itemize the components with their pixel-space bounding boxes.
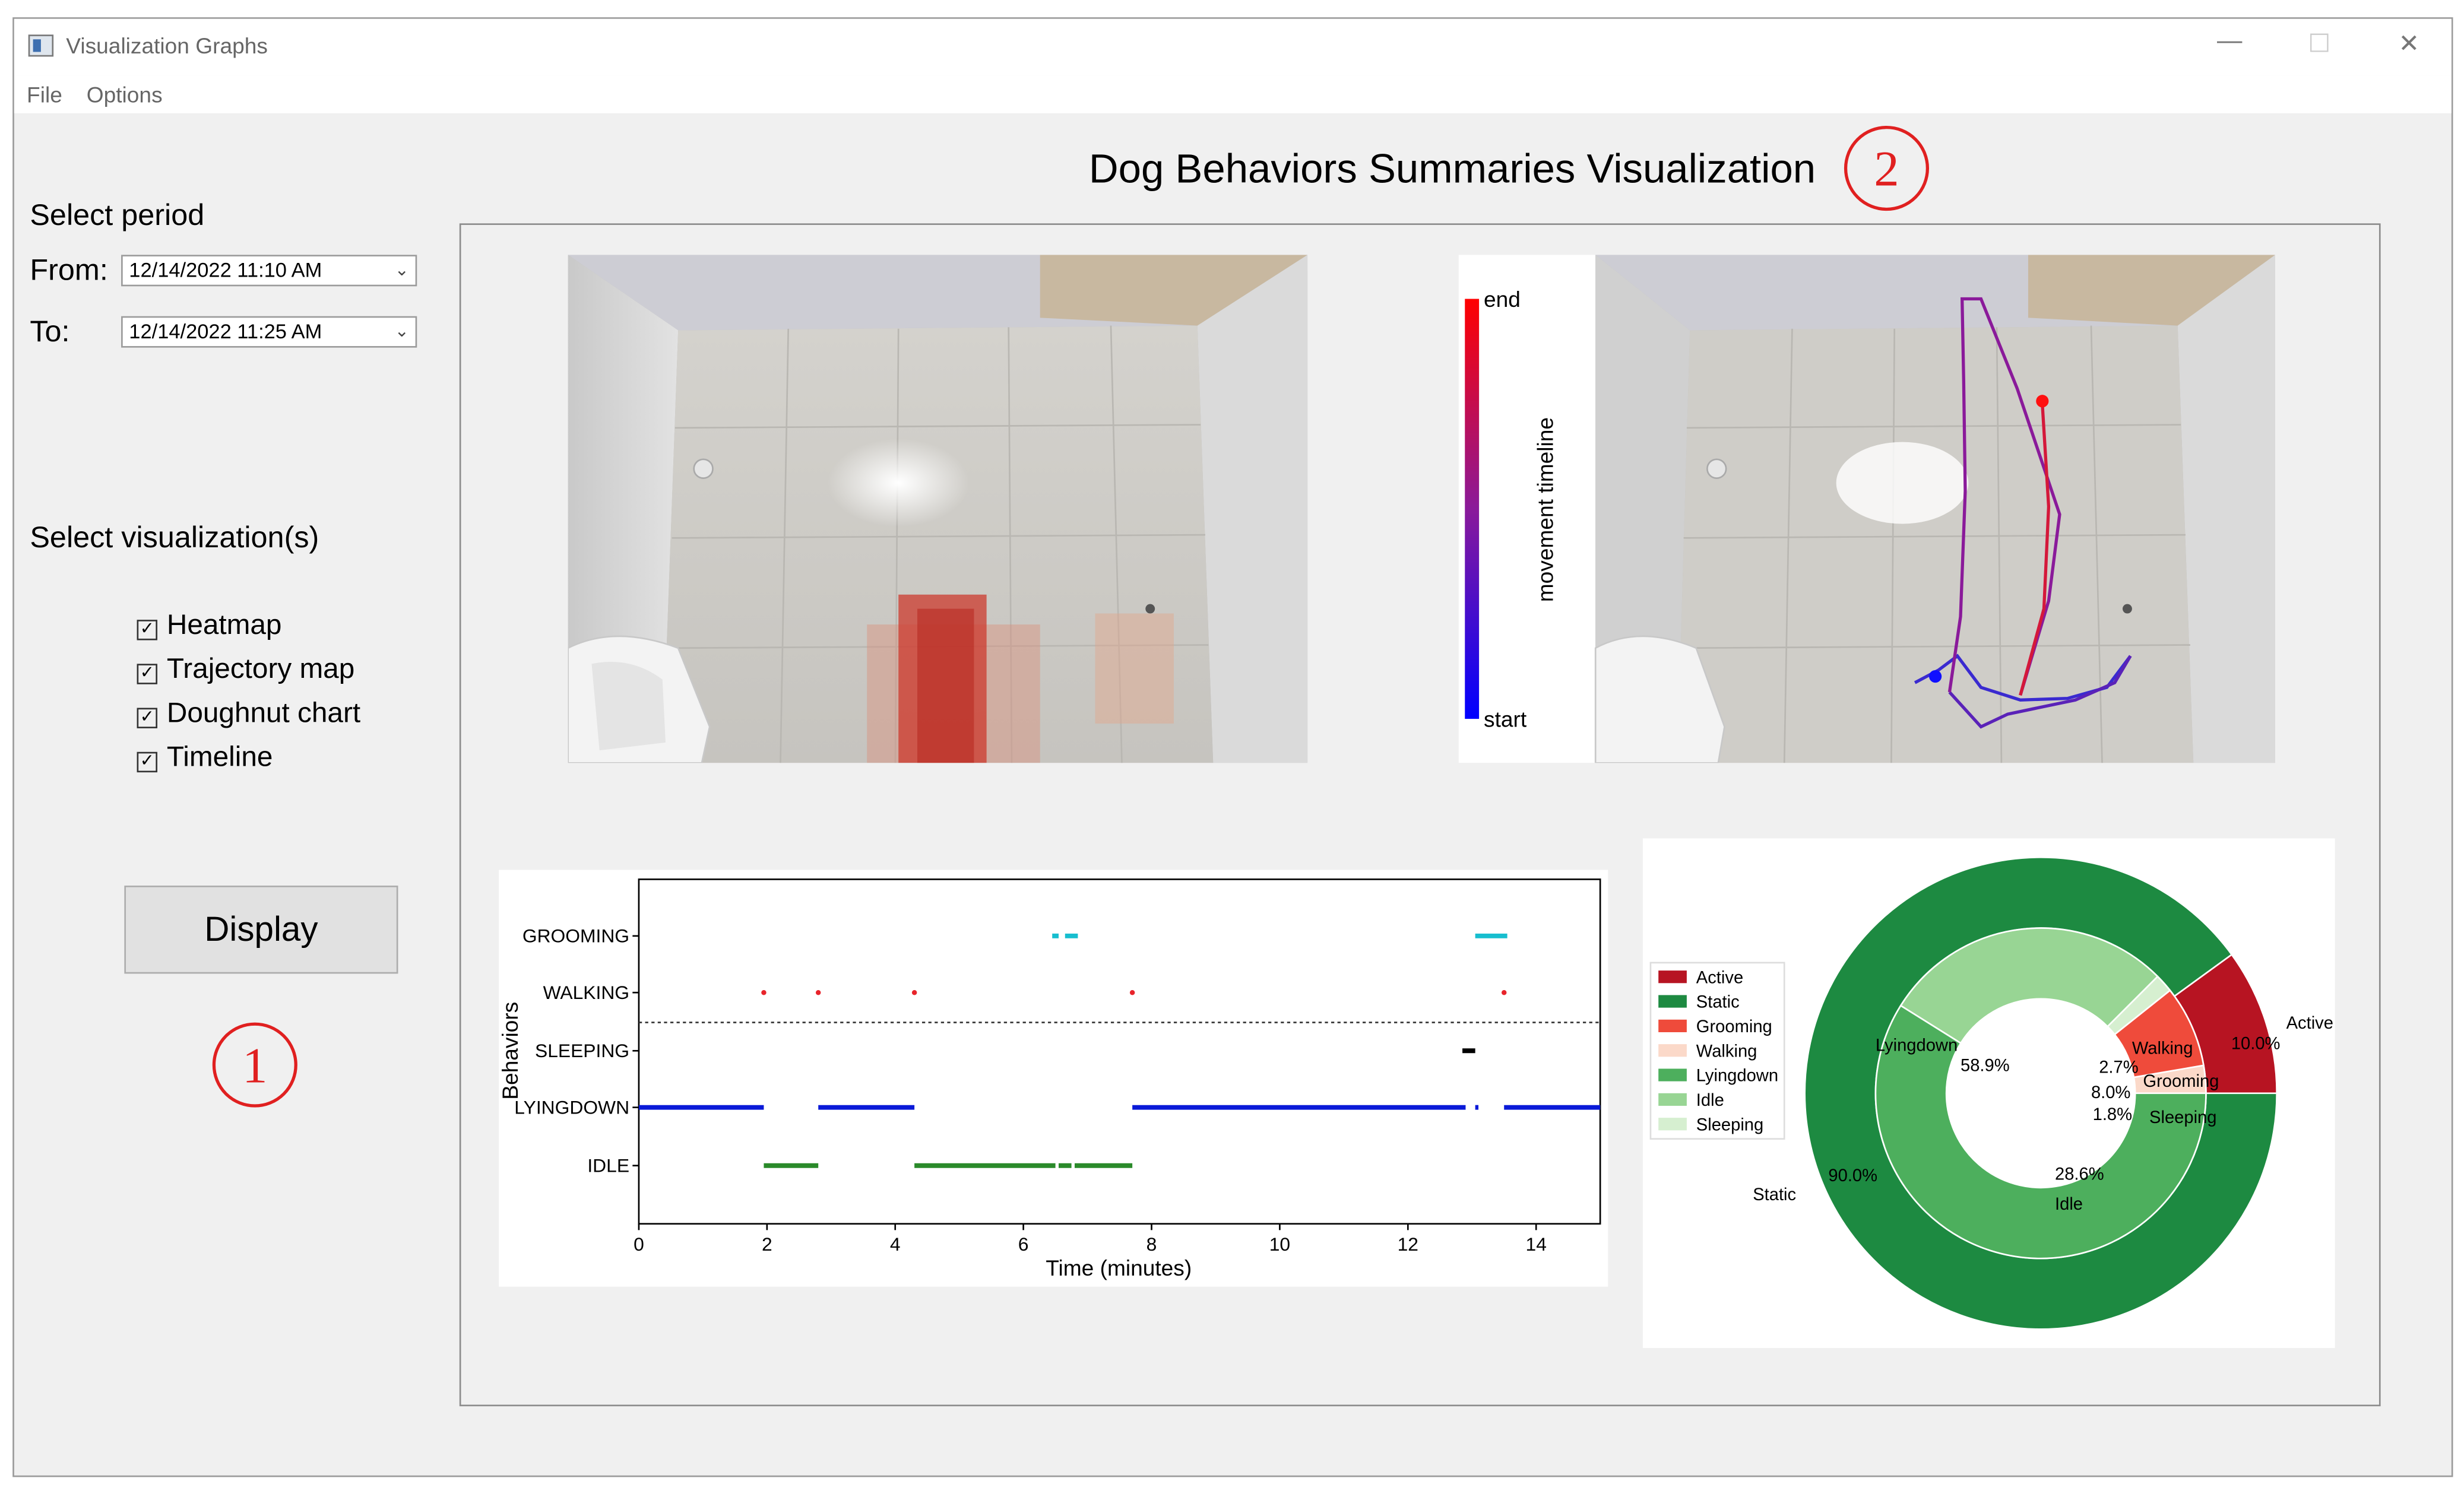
- timeline-y-tick-label: LYINGDOWN: [514, 1096, 629, 1118]
- timeline-y-tick-label: WALKING: [543, 982, 629, 1003]
- app-window: Visualization Graphs — ☐ ✕ File Options …: [12, 17, 2453, 1477]
- from-label: From:: [30, 255, 108, 288]
- doughnut-pct-walking: 2.7%: [2099, 1058, 2138, 1077]
- checkbox-checked-icon[interactable]: ✓: [137, 620, 158, 640]
- timeline-x-tick-label: 10: [1269, 1233, 1290, 1255]
- timeline-plot-area: [638, 878, 1601, 1225]
- app-icon: [28, 34, 54, 57]
- legend-swatch: [1658, 1019, 1687, 1032]
- colorbar-start-label: start: [1484, 706, 1527, 731]
- doughnut-label-lyingdown: Lyingdown: [1876, 1036, 1958, 1055]
- colorbar-end-label: end: [1484, 287, 1521, 312]
- heatmap-checkbox[interactable]: ✓ Heatmap: [137, 609, 281, 642]
- display-button[interactable]: Display: [124, 886, 398, 974]
- timeline-y-tick-label: GROOMING: [522, 925, 629, 946]
- doughnut-label-static: Static: [1753, 1185, 1796, 1204]
- doughnut-pct-static: 90.0%: [1828, 1166, 1877, 1185]
- legend-swatch: [1658, 1068, 1687, 1081]
- legend-item: Idle: [1696, 1091, 1724, 1110]
- doughnut-slice-idle: [1899, 927, 2159, 1045]
- menu-options[interactable]: Options: [86, 81, 163, 107]
- doughnut-label-idle: Idle: [2055, 1195, 2083, 1214]
- to-datetime-value: 12/14/2022 11:25 AM: [129, 319, 322, 343]
- doughnut-pct-idle: 28.6%: [2055, 1165, 2104, 1184]
- to-datetime-picker[interactable]: 12/14/2022 11:25 AM ⌄: [121, 316, 417, 348]
- behavior-timeline-chart: GROOMING WALKING SLEEPING LYINGDOWN IDLE 0 2 4…: [499, 870, 1608, 1287]
- checkbox-checked-icon[interactable]: ✓: [137, 751, 158, 773]
- menu-bar: File Options: [14, 75, 2452, 113]
- legend-swatch: [1658, 1118, 1687, 1131]
- doughnut-label-active: Active: [2286, 1014, 2333, 1033]
- legend-swatch: [1658, 995, 1687, 1008]
- timeline-x-axis-label: Time (minutes): [1046, 1255, 1192, 1280]
- colorbar: [1465, 299, 1480, 719]
- legend-swatch: [1658, 1093, 1687, 1106]
- select-period-label: Select period: [30, 199, 205, 233]
- timeline-checkbox[interactable]: ✓ Timeline: [137, 741, 273, 774]
- legend-swatch: [1658, 1044, 1687, 1057]
- colorbar-axis-label: movement timeline: [1533, 417, 1558, 602]
- to-label: To:: [30, 316, 70, 350]
- visualization-panel: [459, 223, 2381, 1407]
- trajectory-end-marker: [2036, 395, 2049, 408]
- title-bar: Visualization Graphs — ☐ ✕: [14, 18, 2452, 76]
- checkbox-checked-icon[interactable]: ✓: [137, 664, 158, 684]
- legend-item: Lyingdown: [1696, 1067, 1778, 1086]
- doughnut-label-walking: Walking: [2132, 1039, 2193, 1058]
- from-datetime-picker[interactable]: 12/14/2022 11:10 AM ⌄: [121, 255, 417, 287]
- legend-item: Grooming: [1696, 1017, 1772, 1036]
- timeline-x-tick-label: 12: [1398, 1233, 1418, 1255]
- timeline-point: [911, 989, 917, 995]
- timeline-x-tick-label: 4: [890, 1233, 901, 1255]
- doughnut-pct-lyingdown: 58.9%: [1961, 1057, 2010, 1076]
- annotation-marker-2: 2: [1844, 126, 1930, 211]
- legend-item: Sleeping: [1696, 1115, 1763, 1134]
- timeline-x-tick-label: 14: [1526, 1233, 1547, 1255]
- chevron-down-icon[interactable]: ⌄: [394, 322, 410, 342]
- doughnut-pct-active: 10.0%: [2231, 1035, 2281, 1054]
- timeline-point: [1129, 989, 1135, 995]
- close-icon[interactable]: ✕: [2398, 31, 2420, 59]
- checkbox-checked-icon[interactable]: ✓: [137, 708, 158, 728]
- legend-swatch: [1658, 970, 1687, 984]
- timeline-x-tick-label: 2: [762, 1233, 772, 1255]
- timeline-x-tick-label: 8: [1147, 1233, 1157, 1255]
- doughnut-label-grooming: Grooming: [2143, 1072, 2219, 1091]
- chevron-down-icon[interactable]: ⌄: [394, 261, 410, 280]
- trajectory-start-marker: [1929, 670, 1942, 683]
- doughnut-label-sleeping: Sleeping: [2149, 1108, 2216, 1127]
- timeline-y-axis-label: Behaviors: [499, 1002, 522, 1100]
- trajectory-map: end start movement timeline: [1458, 255, 2276, 763]
- heatmap-view: [568, 255, 1308, 763]
- timeline-point: [1501, 989, 1507, 995]
- doughnut-chart-checkbox[interactable]: ✓ Doughnut chart: [137, 697, 360, 730]
- behavior-doughnut-chart: Active10.0%Static90.0%Walking2.7%Groomin…: [1642, 838, 2335, 1349]
- doughnut-slice-lyingdown: [1874, 1004, 2207, 1260]
- timeline-y-tick-label: SLEEPING: [535, 1040, 629, 1061]
- legend-item: Active: [1696, 968, 1743, 987]
- timeline-x-tick-label: 0: [634, 1233, 644, 1255]
- minimize-icon[interactable]: —: [2216, 28, 2243, 55]
- trajectory-map-checkbox[interactable]: ✓ Trajectory map: [137, 653, 354, 686]
- window-title: Visualization Graphs: [66, 33, 268, 59]
- page-title: Dog Behaviors Summaries Visualization: [1088, 144, 1816, 192]
- menu-file[interactable]: File: [27, 81, 62, 107]
- doughnut-pct-grooming: 8.0%: [2091, 1083, 2130, 1102]
- maximize-icon[interactable]: ☐: [2308, 31, 2331, 59]
- from-datetime-value: 12/14/2022 11:10 AM: [129, 258, 322, 282]
- legend-item: Walking: [1696, 1042, 1757, 1061]
- timeline-y-tick-label: IDLE: [587, 1154, 629, 1176]
- timeline-x-tick-label: 6: [1018, 1233, 1029, 1255]
- timeline-point: [815, 989, 821, 995]
- select-visualization-label: Select visualization(s): [30, 522, 319, 556]
- annotation-marker-1: 1: [212, 1022, 297, 1108]
- doughnut-pct-sleeping: 1.8%: [2093, 1105, 2132, 1124]
- legend-item: Static: [1696, 993, 1740, 1012]
- timeline-point: [761, 989, 767, 995]
